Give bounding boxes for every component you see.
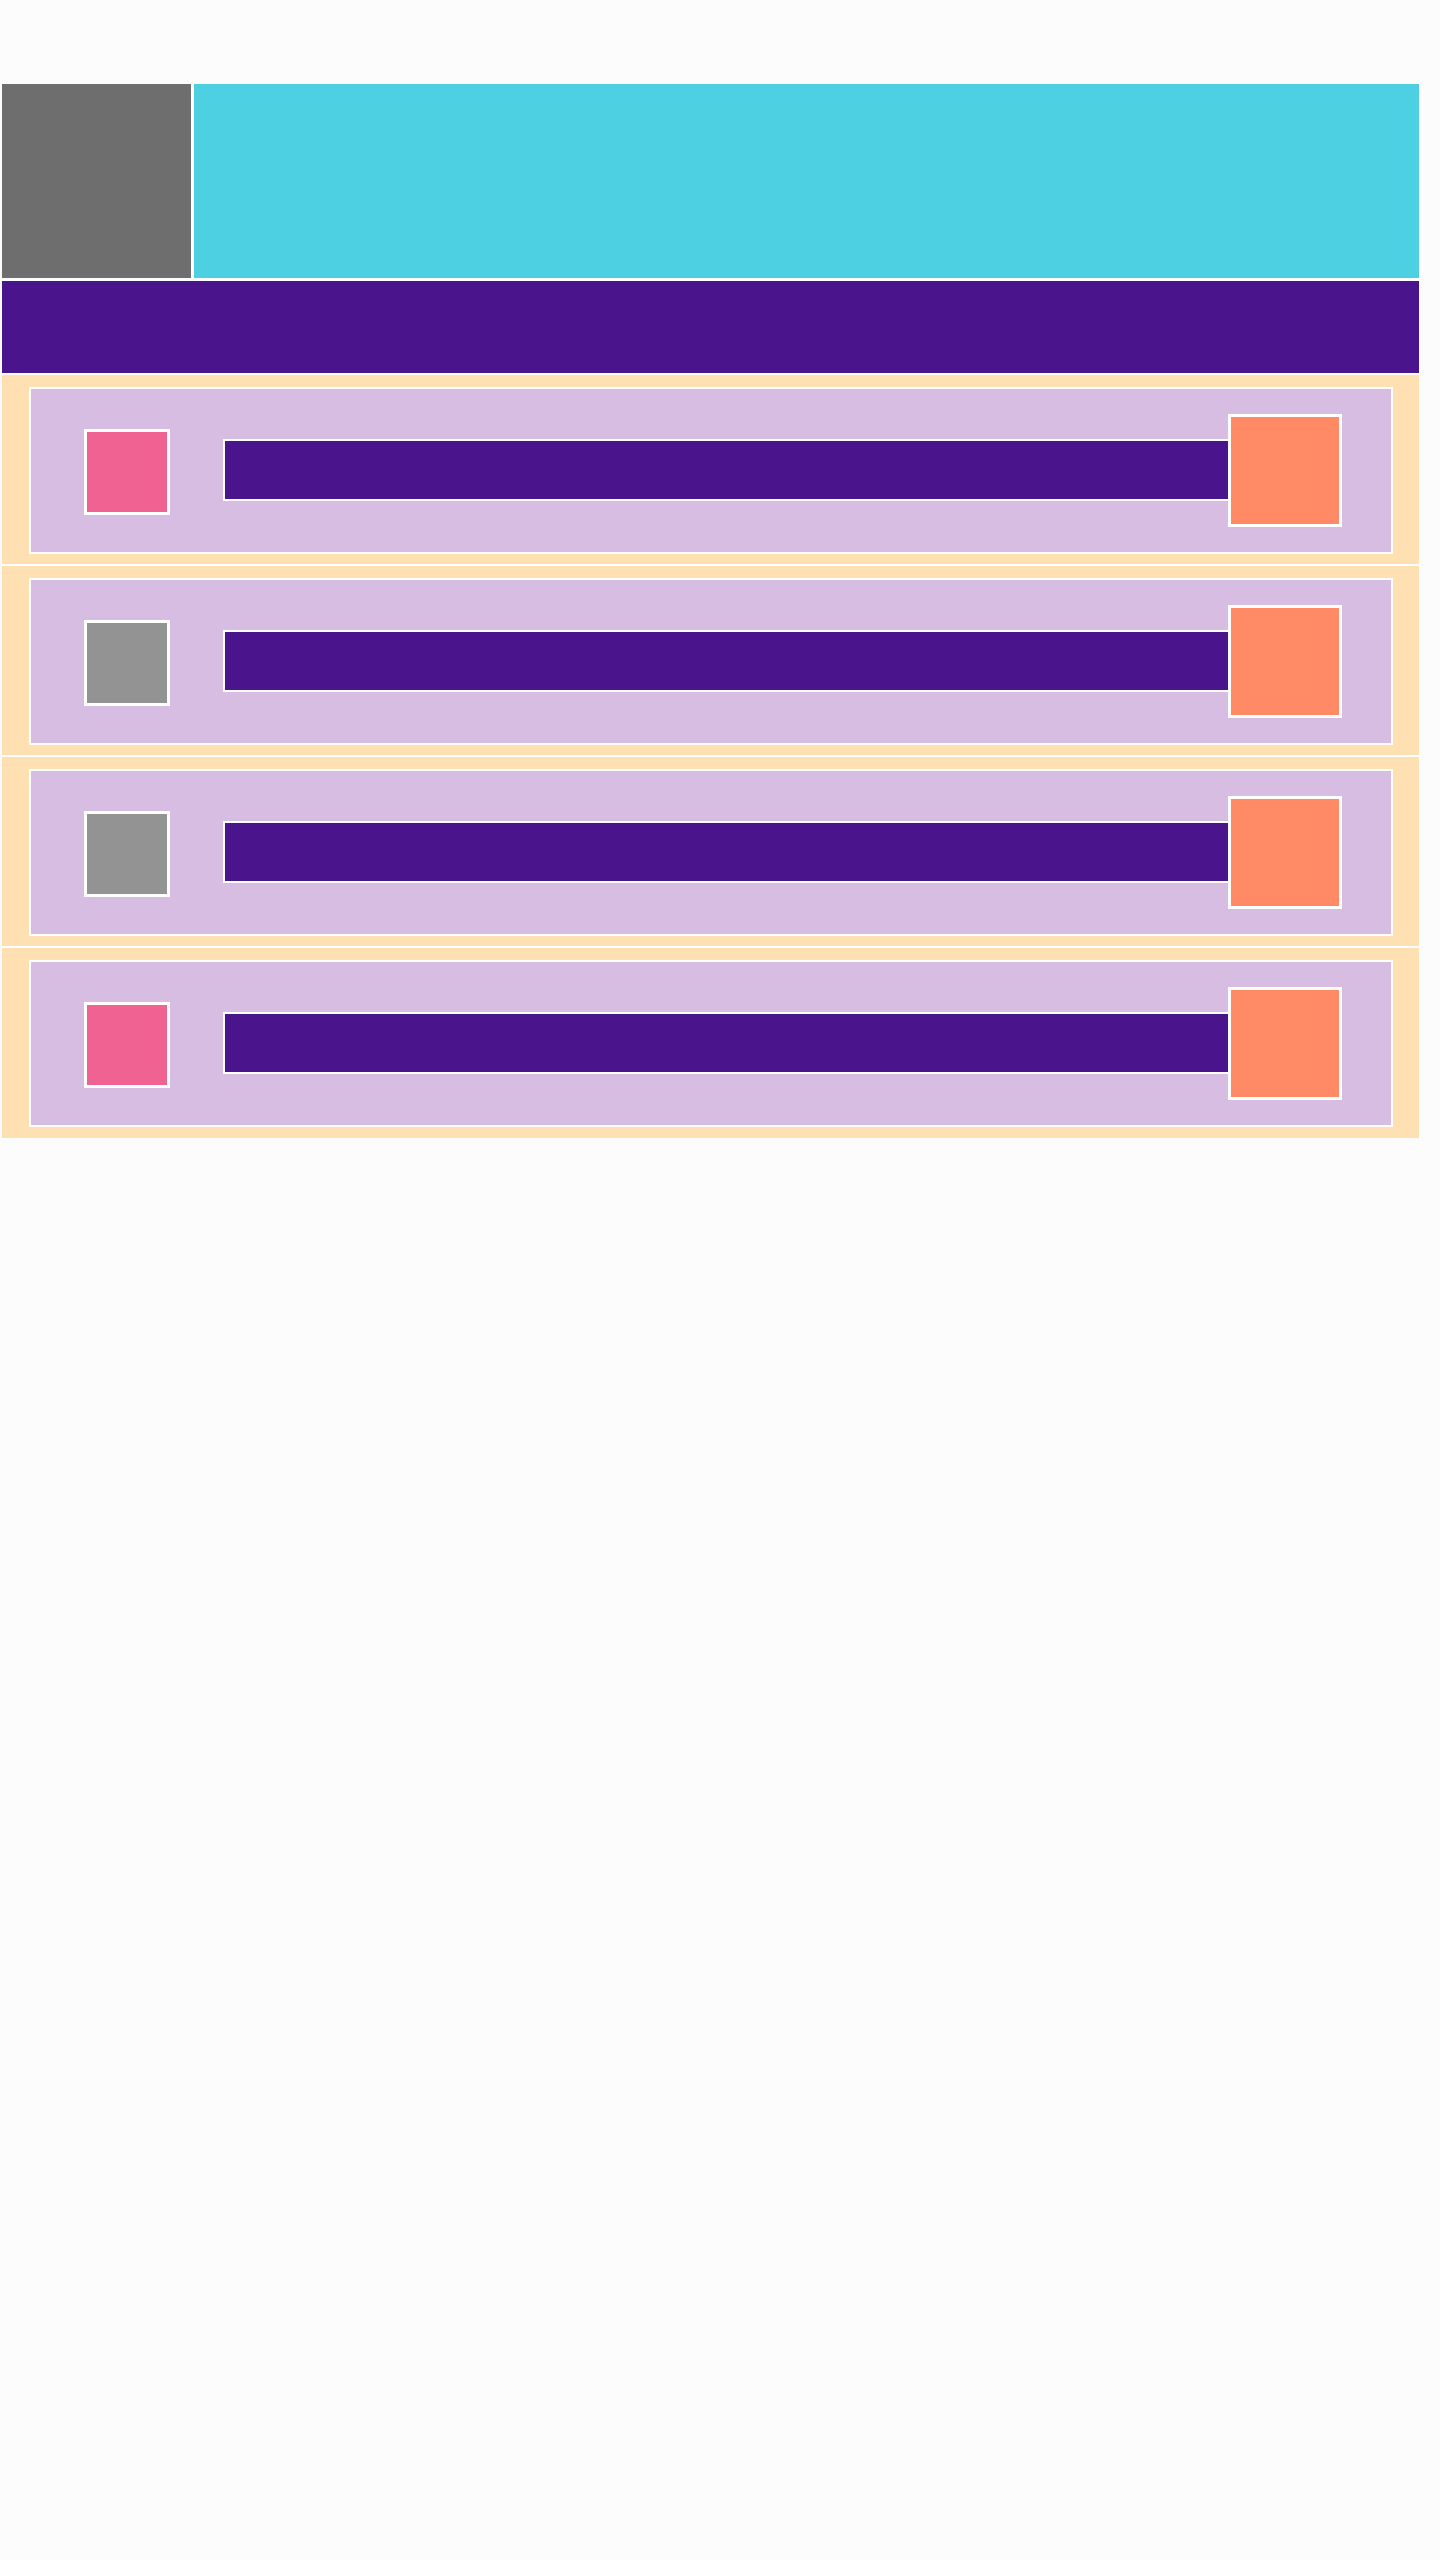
item-action-button[interactable]	[1228, 796, 1342, 909]
item-checkbox[interactable]	[84, 811, 170, 897]
item-title-bar	[223, 630, 1233, 692]
item-list	[2, 375, 1419, 1138]
avatar[interactable]	[2, 84, 194, 278]
item-action-button[interactable]	[1228, 987, 1342, 1100]
item-checkbox[interactable]	[84, 1002, 170, 1088]
list-item-card[interactable]	[29, 769, 1393, 936]
item-checkbox[interactable]	[84, 429, 170, 515]
header	[2, 84, 1419, 278]
toolbar	[2, 279, 1419, 373]
list-item	[2, 566, 1419, 757]
list-item-card[interactable]	[29, 387, 1393, 554]
list-item	[2, 375, 1419, 566]
item-title-bar	[223, 439, 1233, 501]
item-checkbox[interactable]	[84, 620, 170, 706]
list-item	[2, 757, 1419, 948]
list-item-card[interactable]	[29, 578, 1393, 745]
item-action-button[interactable]	[1228, 605, 1342, 718]
item-action-button[interactable]	[1228, 414, 1342, 527]
header-banner	[194, 84, 1419, 278]
item-title-bar	[223, 1012, 1233, 1074]
item-title-bar	[223, 821, 1233, 883]
list-item-card[interactable]	[29, 960, 1393, 1127]
list-item	[2, 948, 1419, 1138]
